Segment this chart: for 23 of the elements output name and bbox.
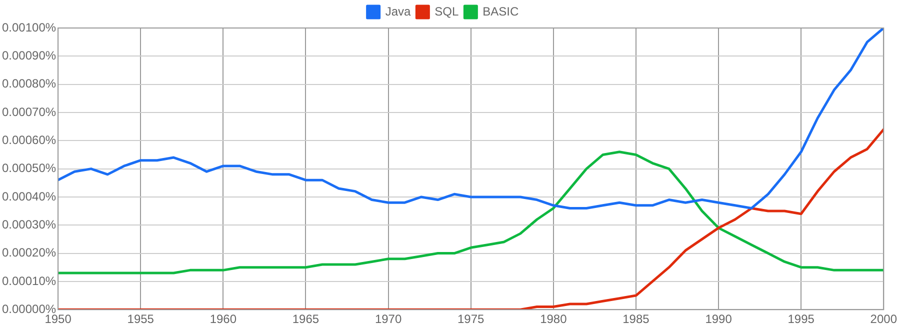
x-tick-label: 1990: [705, 312, 732, 326]
y-tick-label: 0.00020%: [2, 246, 56, 260]
x-tick-label: 1995: [788, 312, 815, 326]
x-tick-label: 1980: [540, 312, 568, 326]
y-tick-label: 0.00100%: [2, 20, 56, 34]
y-tick-label: 0.00040%: [2, 189, 56, 204]
x-tick-label: 1970: [374, 312, 402, 326]
x-tick-label: 2000: [870, 312, 898, 326]
legend-label: SQL: [434, 4, 459, 18]
legend-label: BASIC: [482, 4, 520, 18]
y-tick-label: 0.00080%: [2, 76, 56, 91]
y-tick-label: 0.00090%: [2, 48, 56, 62]
x-tick-label: 1975: [458, 312, 485, 326]
x-tick-label: 1955: [127, 312, 154, 326]
legend-label: Java: [385, 4, 411, 18]
y-tick-label: 0.00060%: [2, 132, 56, 147]
y-tick-label: 0.00010%: [2, 274, 56, 288]
y-tick-label: 0.00030%: [2, 217, 56, 232]
y-tick-label: 0.00050%: [2, 161, 56, 176]
x-tick-label: 1965: [292, 312, 320, 326]
x-tick-label: 1985: [622, 312, 650, 326]
y-tick-label: 0.00070%: [2, 104, 56, 119]
x-tick-label: 1960: [210, 312, 237, 326]
